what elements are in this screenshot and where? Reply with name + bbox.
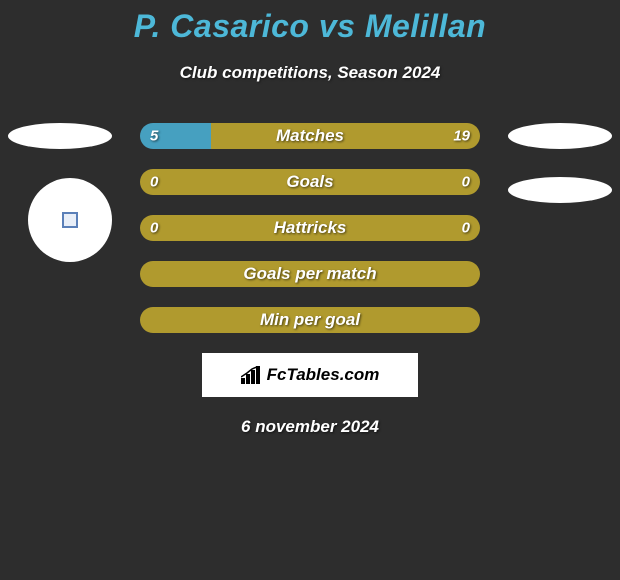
stat-left-fill bbox=[140, 169, 310, 195]
stat-right-fill bbox=[310, 169, 480, 195]
stat-left-value: 5 bbox=[150, 128, 158, 145]
stat-row: Min per goal bbox=[0, 307, 620, 333]
stat-left-value: 0 bbox=[150, 220, 158, 237]
brand-chart-icon bbox=[241, 366, 263, 384]
page-subtitle: Club competitions, Season 2024 bbox=[0, 63, 620, 83]
stat-row: Hattricks 0 0 bbox=[0, 215, 620, 241]
stat-right-value: 0 bbox=[462, 220, 470, 237]
stat-label: Min per goal bbox=[260, 310, 360, 330]
stats-list: Matches 5 19 Goals 0 0 Hattricks 0 0 Goals per ma… bbox=[0, 123, 620, 333]
stat-label: Hattricks bbox=[274, 218, 347, 238]
stat-right-fill bbox=[211, 123, 480, 149]
stat-row: Goals 0 0 bbox=[0, 169, 620, 195]
stat-row: Goals per match bbox=[0, 261, 620, 287]
main-container: P. Casarico vs Melillan Club competition… bbox=[0, 0, 620, 437]
brand-label: FcTables.com bbox=[267, 365, 380, 385]
stat-left-value: 0 bbox=[150, 174, 158, 191]
stat-right-value: 19 bbox=[453, 128, 470, 145]
stat-row: Matches 5 19 bbox=[0, 123, 620, 149]
stat-label: Goals per match bbox=[243, 264, 376, 284]
stat-label: Matches bbox=[276, 126, 344, 146]
page-title: P. Casarico vs Melillan bbox=[0, 8, 620, 45]
brand-box[interactable]: FcTables.com bbox=[202, 353, 418, 397]
date-label: 6 november 2024 bbox=[0, 417, 620, 437]
stat-label: Goals bbox=[286, 172, 333, 192]
stat-right-value: 0 bbox=[462, 174, 470, 191]
